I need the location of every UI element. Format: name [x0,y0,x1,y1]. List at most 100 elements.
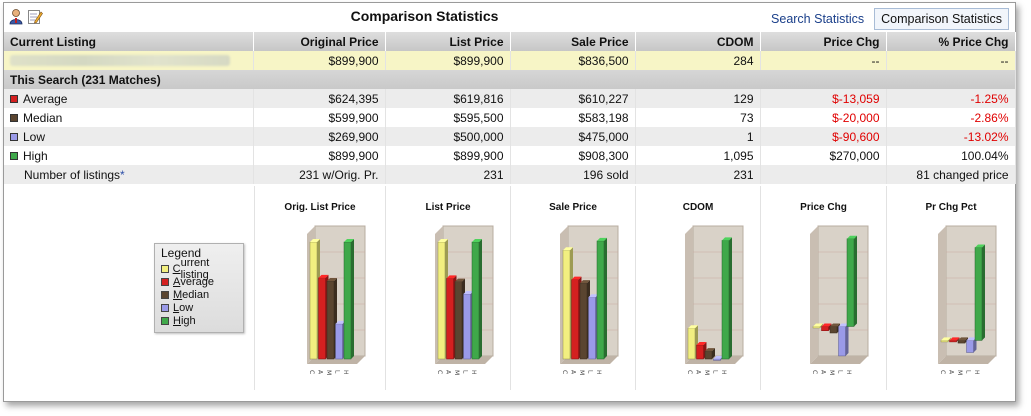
count-pct-chg: 81 changed price [886,165,1016,184]
search-section-row: This Search (231 Matches) [4,70,1016,89]
tab-comparison-statistics[interactable]: Comparison Statistics [874,8,1009,30]
table-header-row: Current Listing Original Price List Pric… [4,32,1016,51]
chart-category-label: A [444,370,451,375]
stat-cell: -1.25% [886,89,1016,108]
stat-cell: $619,816 [385,89,511,108]
stat-cell: $908,300 [510,146,636,165]
chart-category-label: H [720,370,727,375]
legend-swatch [161,303,169,312]
chart-4: CDOM C A M L H [635,186,760,390]
tab-bar: Search Statistics Comparison Statistics [767,8,1009,30]
chart-side-wall [937,226,946,364]
chart-category-label: L [333,370,340,374]
col-header-price-chg: Price Chg [760,32,887,51]
count-row-label: Number of listings* [4,165,254,184]
chart-category-label: H [595,370,602,375]
current-listing-row: $899,900 $899,900 $836,500 284 -- -- [4,51,1016,70]
chart-bar-C [812,323,823,329]
stat-row-label: Low [4,127,254,146]
count-row: Number of listings* 231 w/Orig. Pr. 231 … [4,165,1016,184]
redacted-address [10,55,230,66]
footnote-asterisk[interactable]: * [120,167,125,182]
chart-back-wall [692,225,743,357]
stat-cell: $-90,600 [760,127,887,146]
stat-cell: 73 [635,108,761,127]
current-list-price: $899,900 [385,51,511,70]
stat-cell: $-20,000 [760,108,887,127]
stat-cell: $599,900 [253,108,386,127]
window-title: Comparison Statistics [350,8,499,24]
series-swatch [10,113,18,122]
chart-bar-H [846,235,857,327]
chart-bar-H [721,237,732,360]
chart-back-wall [945,225,996,357]
chart-bar-H [471,239,482,360]
col-header-cdom: CDOM [635,32,761,51]
stat-cell: $475,000 [510,127,636,146]
stat-cell: $899,900 [385,146,511,165]
stat-cell: 1,095 [635,146,761,165]
chart-title: List Price [425,202,471,213]
stat-cell: $270,000 [760,146,887,165]
count-original: 231 w/Orig. Pr. [253,165,386,184]
col-header-sale-price: Sale Price [510,32,636,51]
comparison-table: Current Listing Original Price List Pric… [4,32,1016,184]
chart-category-label: H [470,370,477,375]
stat-cell: -13.02% [886,127,1016,146]
tab-search-statistics[interactable]: Search Statistics [771,12,865,26]
chart-bar-C [940,337,951,343]
chart-2: List Price C A M L H [385,186,510,390]
legend-swatch [161,316,169,325]
title-bar: Comparison Statistics Search Statistics … [4,3,1015,33]
stat-cell: -2.86% [886,108,1016,127]
chart-title: CDOM [682,202,714,213]
count-sale: 196 sold [510,165,636,184]
stat-row-median: Median $599,900 $595,500 $583,198 73 $-20,000… [4,108,1016,127]
chart-category-label: H [845,370,852,375]
chart-title: Sale Price [549,202,597,213]
chart-category-label: H [973,370,980,375]
stat-row-low: Low $269,900 $500,000 $475,000 1 $-90,600 -13.… [4,127,1016,146]
legend-swatch [161,290,169,299]
stat-cell: 100.04% [886,146,1016,165]
chart-6: Pr Chg Pct C A M L H [886,186,1015,390]
current-price-chg: -- [760,51,887,70]
current-listing-address[interactable] [4,51,254,70]
chart-category-label: L [586,370,593,374]
edit-notes-icon[interactable] [27,8,43,25]
series-swatch [10,94,18,103]
chart-title: Pr Chg Pct [925,202,977,213]
agent-icon[interactable] [8,8,24,25]
chart-bar-M [704,348,715,360]
stat-cell: 1 [635,127,761,146]
chart-bar-L [965,337,976,353]
series-swatch [10,132,18,141]
chart-category-label: M [453,370,460,375]
chart-category-label: L [837,370,844,374]
chart-category-label: C [436,370,443,374]
chart-category-label: M [703,370,710,375]
current-sale-price: $836,500 [510,51,636,70]
stat-row-average: Average $624,395 $619,816 $610,227 129 $-13,0… [4,89,1016,108]
search-section-label: This Search (231 Matches) [4,70,1016,89]
col-header-pct-price-chg: % Price Chg [886,32,1016,51]
chart-bar-A [695,342,706,360]
chart-floor [937,356,996,364]
stat-cell: 129 [635,89,761,108]
current-pct-price-chg: -- [886,51,1016,70]
stat-cell: $269,900 [253,127,386,146]
chart-category-label: A [694,370,701,375]
col-header-list-price: List Price [385,32,511,51]
chart-category-label: L [964,370,971,374]
col-header-original-price: Original Price [253,32,386,51]
